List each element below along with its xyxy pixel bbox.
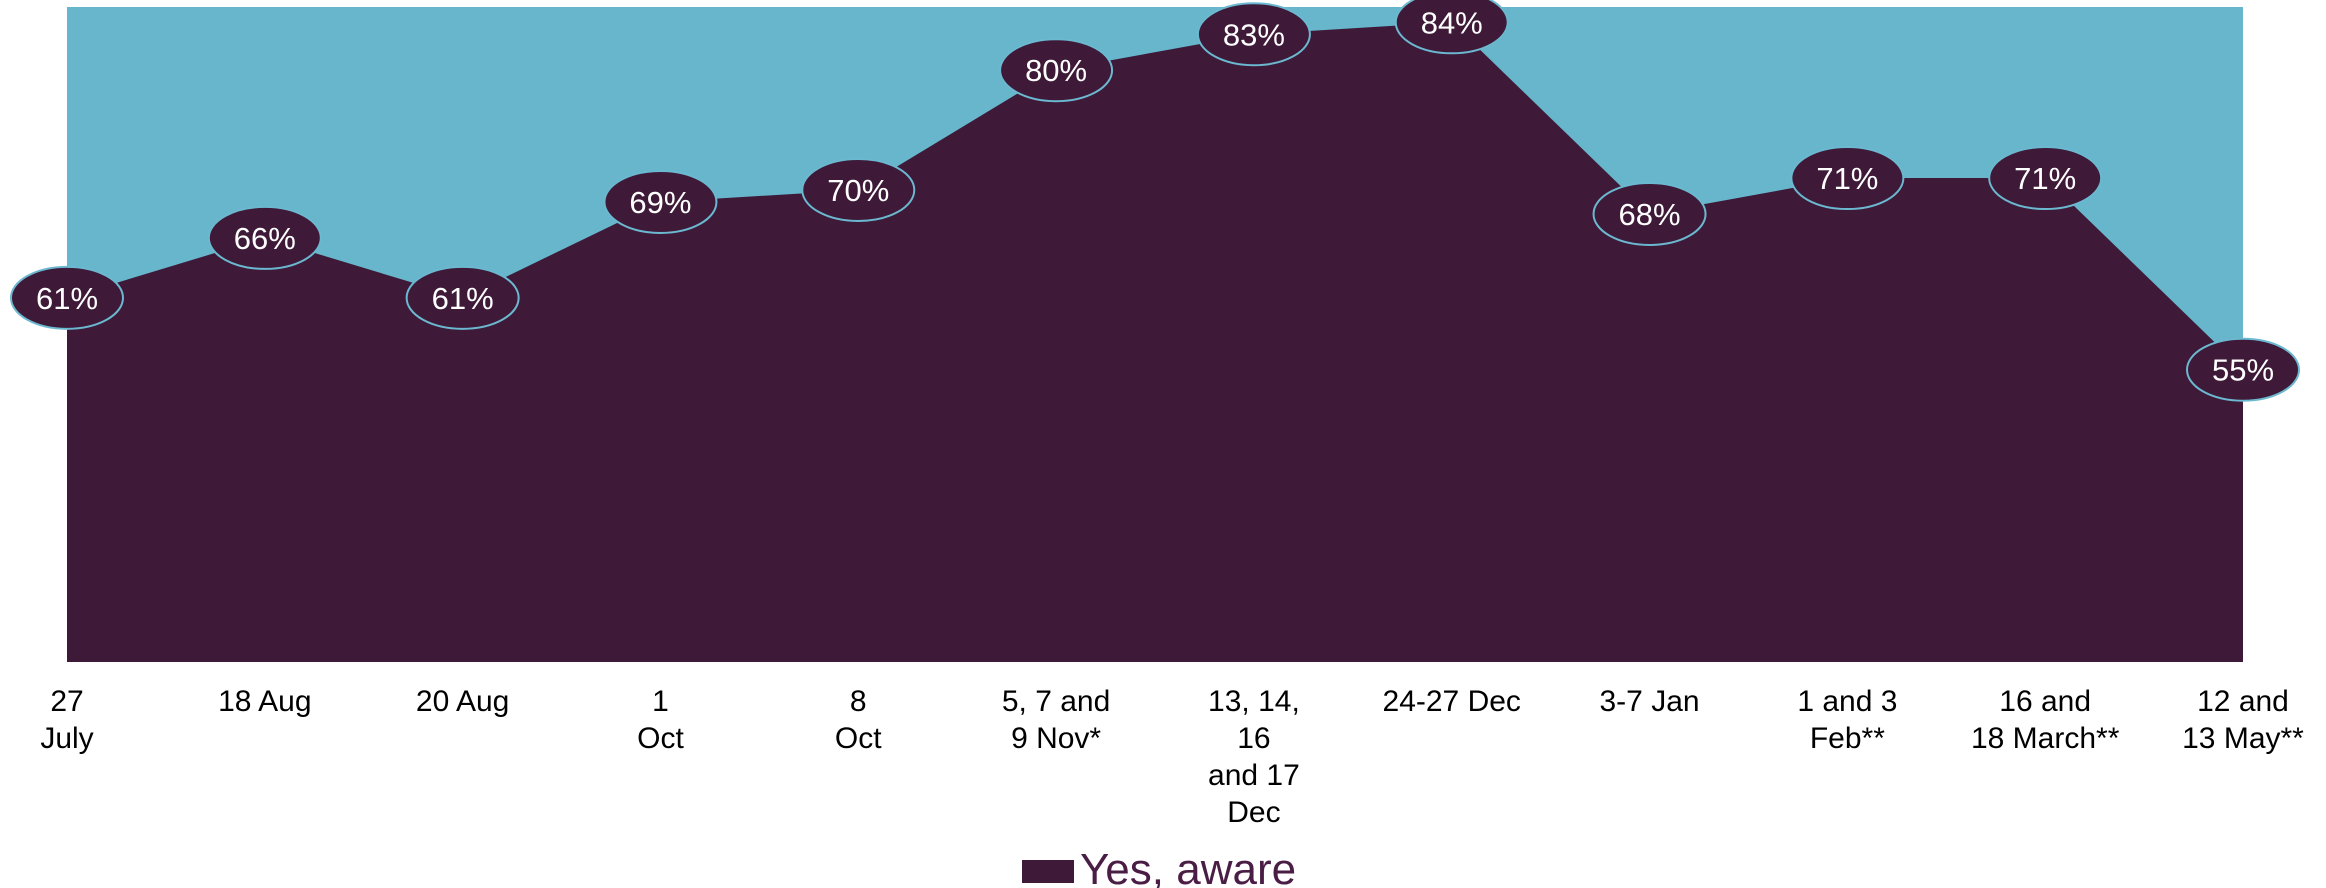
legend-label: Yes, aware	[1080, 845, 1296, 888]
data-label: 66%	[207, 205, 322, 270]
x-tick-label: 27 July	[40, 685, 93, 755]
data-point-value: 68%	[1619, 197, 1681, 232]
data-point-marker	[10, 265, 124, 330]
data-point-value: 71%	[2014, 161, 2076, 196]
data-point-value: 61%	[36, 281, 98, 316]
data-point-marker	[1988, 146, 2103, 211]
data-point-value: 71%	[1816, 161, 1878, 196]
data-label: 55%	[2186, 337, 2300, 402]
data-point-value: 66%	[234, 221, 296, 256]
data-label: 71%	[1790, 146, 1905, 211]
data-point-marker	[1394, 0, 1509, 55]
data-point-marker	[999, 38, 1114, 103]
data-point-value: 70%	[827, 173, 889, 208]
data-label: 70%	[801, 158, 916, 222]
plot-area: 61% 66% 61% 69% 70% 80% 83% 84% 68% 71% 71% 55%	[10, 0, 2300, 663]
data-point-marker	[1790, 146, 1905, 211]
data-label: 61%	[10, 265, 124, 330]
data-label: 83%	[1196, 2, 1311, 67]
data-point-value: 55%	[2212, 353, 2274, 388]
legend: Yes, aware	[1022, 845, 1296, 888]
x-tick-label: 5, 7 and 9 Nov*	[1002, 685, 1110, 755]
data-point-value: 83%	[1223, 17, 1285, 52]
x-tick-label: 13, 14, 16 and 17 Dec	[1208, 685, 1300, 829]
data-point-marker	[405, 265, 520, 330]
x-tick-label: 20 Aug	[416, 685, 509, 718]
data-point-value: 61%	[432, 281, 494, 316]
data-point-marker	[2186, 337, 2300, 402]
data-label: 71%	[1988, 146, 2103, 211]
data-label: 68%	[1592, 181, 1707, 246]
x-axis-tick-labels: 27 July 18 Aug 20 Aug 1 Oct 8 Oct 5, 7 and 9 Nov*…	[40, 685, 2304, 829]
data-point-marker	[603, 169, 718, 234]
data-label: 61%	[405, 265, 520, 330]
x-tick-label: 3-7 Jan	[1600, 685, 1700, 718]
data-point-value: 80%	[1025, 53, 1087, 88]
x-tick-label: 16 and 18 March**	[1971, 685, 2120, 755]
legend-swatch	[1022, 860, 1074, 883]
data-point-marker	[801, 158, 916, 222]
data-point-value: 69%	[629, 185, 691, 220]
data-label: 80%	[999, 38, 1114, 103]
data-point-marker	[207, 205, 322, 270]
x-tick-label: 8 Oct	[835, 685, 882, 755]
data-label: 69%	[603, 169, 718, 234]
x-tick-label: 24-27 Dec	[1383, 685, 1521, 718]
series-area-yes-aware	[67, 22, 2243, 663]
x-tick-label: 1 and 3 Feb**	[1797, 685, 1897, 755]
x-tick-label: 12 and 13 May**	[2182, 685, 2304, 755]
x-tick-label: 18 Aug	[218, 685, 311, 718]
data-point-marker	[1196, 2, 1311, 67]
data-point-value: 84%	[1421, 5, 1483, 40]
data-point-marker	[1592, 181, 1707, 246]
data-label: 84%	[1394, 0, 1509, 55]
x-tick-label: 1 Oct	[637, 685, 684, 755]
